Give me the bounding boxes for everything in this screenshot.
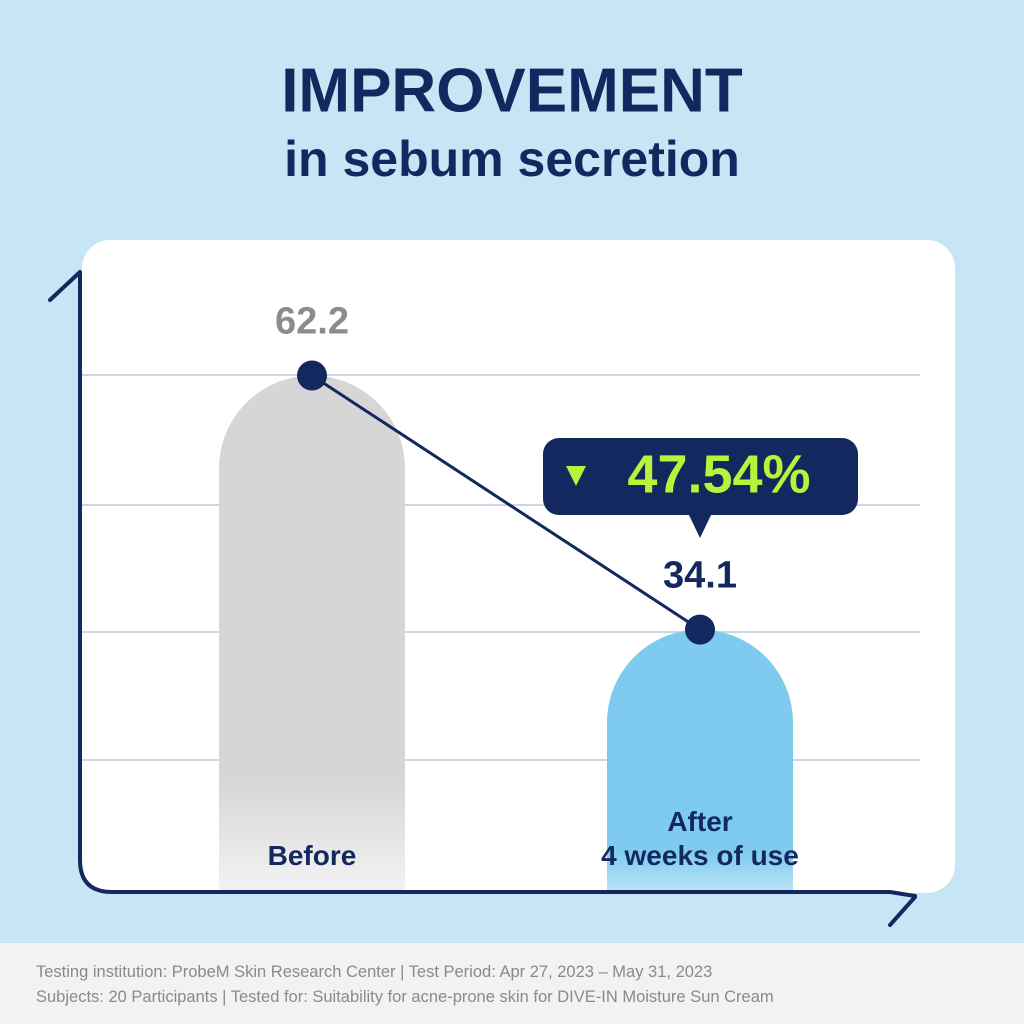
bars [219,375,793,893]
trend-line [311,374,701,631]
note: Subjects: 20 Participants | Tested for: … [36,988,774,1006]
callout-box [543,438,858,515]
bar [219,375,405,893]
point [297,360,327,391]
axis [48,270,917,927]
card [82,240,955,893]
value-label: 62.2 [275,301,349,343]
chart-subtitle: in sebum secretion [284,131,740,187]
note: Testing institution: ProbeM Skin Researc… [36,963,713,981]
callout-pointer [688,513,712,538]
point [685,614,715,645]
bar [607,629,793,893]
value-label: 34.1 [663,555,737,597]
change-label: 47.54% [627,444,810,504]
overlay: 62.2 34.1 47.54% [275,301,858,645]
down-arrow [566,466,586,486]
footer: Testing institution: ProbeM Skin Researc… [0,943,1024,1024]
category-label: Before [267,840,357,871]
chart-title: IMPROVEMENT [281,56,743,125]
category-label: After 4 weeks of use [601,806,799,871]
